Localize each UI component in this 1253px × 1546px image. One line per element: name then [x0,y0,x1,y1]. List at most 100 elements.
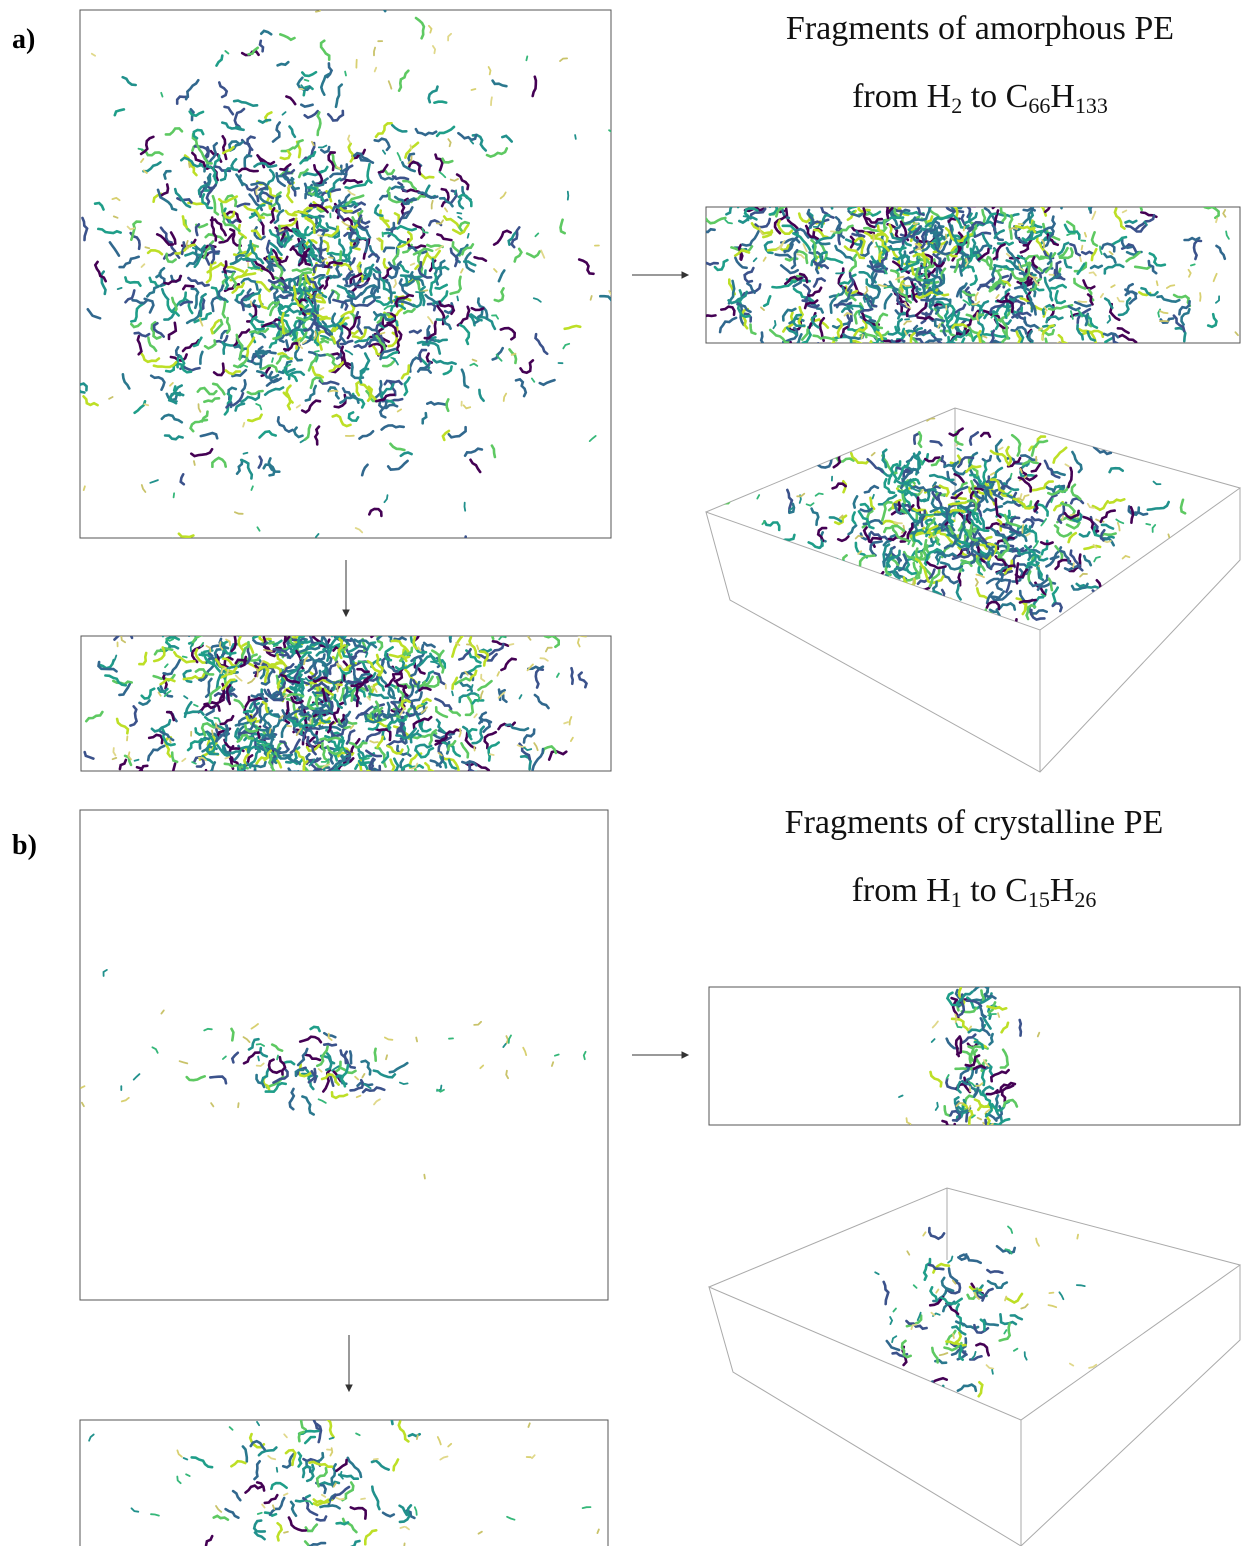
fragment [956,248,957,252]
fragment [1246,258,1248,261]
fragment [257,626,268,634]
fragment [949,1268,957,1281]
fragment [1094,447,1112,454]
fragment [115,109,124,115]
fragment [797,254,804,258]
fragment [278,632,282,633]
fragment [134,1074,140,1080]
fragment [854,721,860,726]
fragment [47,190,52,196]
fragment [247,338,254,356]
fragment [319,1069,322,1072]
fragment [1214,274,1217,281]
fragment [1102,525,1113,529]
fragment [996,1095,998,1106]
fragment [348,1458,361,1477]
fragment [68,349,74,363]
fragment [260,431,276,437]
fragment [687,332,693,341]
fragment [738,613,752,625]
fragment [1024,638,1038,642]
fragment [144,162,161,171]
fragment [366,240,368,252]
fragment [1072,426,1083,428]
fragment [854,496,857,507]
fragment [400,1083,408,1085]
fragment [284,1532,288,1533]
fragment [1118,523,1120,531]
fragment [349,412,358,420]
fragment [660,209,670,216]
fragment [257,1044,264,1046]
fragment [70,216,72,227]
fragment [433,360,455,364]
fragment [254,1521,265,1532]
fragment [1080,532,1089,536]
fragment [184,674,204,679]
fragment [973,607,974,611]
fragment [1197,573,1200,576]
fragment [492,446,495,457]
fragment [200,352,202,364]
fragment [787,161,794,164]
fragment [1135,267,1150,269]
fragment [384,248,394,252]
fragment [535,233,538,236]
fragment [374,347,381,355]
fragment [417,1435,418,1439]
fragment [684,291,695,305]
fragment [911,617,929,629]
fragment [601,282,604,285]
fragment [368,164,372,182]
fragment [744,216,748,217]
fragment [936,1103,938,1110]
fragment [936,1290,938,1293]
fragment [400,1527,404,1528]
fragment [999,448,1003,450]
fragment [964,227,965,231]
fragment [1008,1227,1012,1234]
fragment [1104,254,1115,263]
fragment [1102,244,1114,252]
fragment [934,591,945,610]
fragment [616,292,627,295]
fragment [429,26,432,33]
fragment [1029,572,1031,583]
fragment [215,772,219,791]
fragment [186,1474,190,1476]
fragment [83,218,88,240]
fragment [177,1477,180,1484]
fragment [341,333,346,343]
fragment [392,125,406,131]
fragment [951,216,955,217]
fragment [205,340,215,348]
fragment [867,345,873,359]
fragment [1054,448,1067,463]
fragment [1049,1293,1053,1294]
fragment [366,653,368,657]
fragment [443,431,449,440]
fragment [907,1251,909,1254]
fragment [332,619,337,636]
fragment [977,626,985,628]
fragment [399,71,408,91]
fragment [233,1491,240,1500]
fragment [379,544,382,546]
fragment [384,259,389,269]
fragment [753,560,767,565]
fragment [420,173,434,178]
fragment [952,1019,969,1032]
fragment [700,214,703,225]
fragment [141,353,159,362]
fragment [1101,294,1103,297]
fragment [610,619,613,625]
fragment [324,1033,335,1037]
fragment [1085,546,1101,549]
fragment [232,1029,234,1040]
fragment [1110,468,1123,472]
fragment [194,461,195,465]
fragment [346,351,353,355]
fragment [262,1069,269,1082]
fragment [411,264,415,266]
